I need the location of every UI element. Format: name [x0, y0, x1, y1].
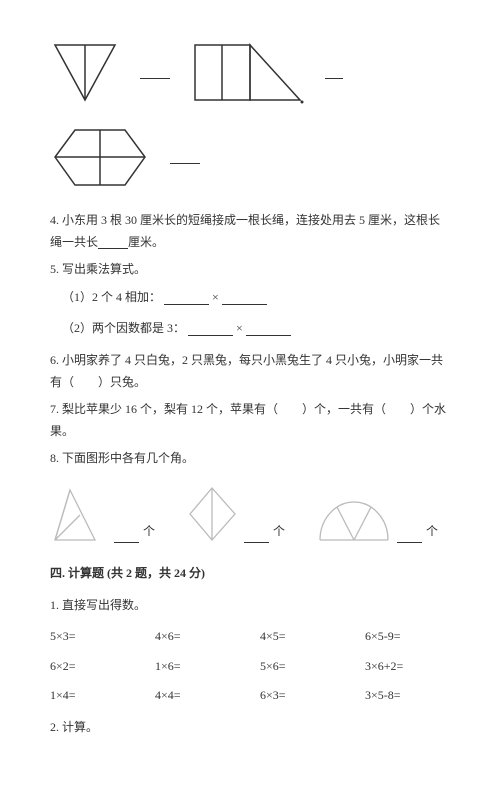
- q5-2-blank1: [188, 323, 233, 336]
- angle-unit-2: 个: [273, 521, 285, 543]
- calc-cell: 1×4=: [50, 685, 135, 707]
- question-8: 8. 下面图形中各有几个角。: [50, 448, 450, 470]
- q5-1-pre: （1）2 个 4 相加：: [62, 290, 161, 304]
- question-7: 7. 梨比苹果少 16 个，梨有 12 个，苹果有（ ）个，一共有（ ）个水果。: [50, 399, 450, 442]
- calc-grid: 5×3= 4×6= 4×5= 6×5-9= 6×2= 1×6= 5×6= 3×6…: [50, 626, 450, 707]
- figure-hexagon: [50, 125, 150, 190]
- section-4-title: 四. 计算题 (共 2 题，共 24 分): [50, 563, 450, 585]
- angle-figures-row: 个 个 个: [50, 485, 450, 543]
- angle-triangle-figure: [50, 485, 110, 543]
- angle-blank-1: [114, 530, 139, 543]
- angle-diamond-figure: [185, 485, 240, 543]
- calc-cell: 6×2=: [50, 656, 135, 678]
- calc-cell: 1×6=: [155, 656, 240, 678]
- figure-rect-tri: [190, 40, 305, 105]
- calc-cell: 5×6=: [260, 656, 345, 678]
- angle-semicircle-figure: [315, 495, 393, 543]
- question-5-1: （1）2 个 4 相加： ×: [62, 287, 450, 309]
- calc-cell: 4×6=: [155, 626, 240, 648]
- section-4-q1-title: 1. 直接写出得数。: [50, 595, 450, 617]
- calc-cell: 6×3=: [260, 685, 345, 707]
- calc-cell: 3×5-8=: [365, 685, 450, 707]
- q4-blank: [98, 236, 128, 249]
- blank-after-triangle: [140, 66, 170, 79]
- q5-1-blank2: [222, 292, 267, 305]
- question-5-2: （2）两个因数都是 3： ×: [62, 318, 450, 340]
- calc-cell: 4×5=: [260, 626, 345, 648]
- q5-2-times: ×: [236, 321, 243, 335]
- q5-2-pre: （2）两个因数都是 3：: [62, 321, 185, 335]
- q5-1-blank1: [164, 292, 209, 305]
- calc-cell: 4×4=: [155, 685, 240, 707]
- q5-2-blank2: [246, 323, 291, 336]
- question-6: 6. 小明家养了 4 只白兔，2 只黑兔，每只小黑兔生了 4 只小兔，小明家一共…: [50, 350, 450, 393]
- question-4: 4. 小东用 3 根 30 厘米长的短绳接成一根长绳，连接处用去 5 厘米，这根…: [50, 210, 450, 253]
- angle-blank-2: [244, 530, 269, 543]
- angle-shape-3: 个: [315, 495, 438, 543]
- q4-post: 厘米。: [128, 235, 164, 249]
- section-4-q2-title: 2. 计算。: [50, 717, 450, 739]
- top-figure-row-2: [50, 125, 450, 190]
- calc-cell: 3×6+2=: [365, 656, 450, 678]
- angle-shape-2: 个: [185, 485, 285, 543]
- blank-after-rect: [325, 66, 343, 79]
- calc-cell: 6×5-9=: [365, 626, 450, 648]
- calc-cell: 5×3=: [50, 626, 135, 648]
- blank-after-hexagon: [170, 151, 200, 164]
- angle-unit-3: 个: [426, 521, 438, 543]
- angle-blank-3: [397, 530, 422, 543]
- angle-unit-1: 个: [143, 521, 155, 543]
- angle-shape-1: 个: [50, 485, 155, 543]
- top-figure-row-1: [50, 40, 450, 105]
- q5-1-times: ×: [212, 290, 219, 304]
- figure-triangle: [50, 40, 120, 105]
- question-5-title: 5. 写出乘法算式。: [50, 259, 450, 281]
